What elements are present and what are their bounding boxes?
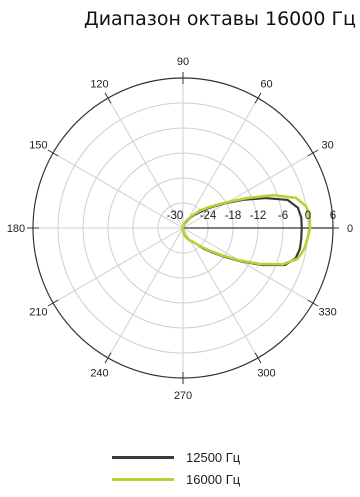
- chart-title: Диапазон октавы 16000 Гц: [83, 8, 356, 30]
- angle-tick-label: 30: [322, 140, 334, 152]
- radial-tick-label: 6: [330, 210, 336, 222]
- angle-tick: [254, 352, 262, 364]
- legend-swatch-16000: [112, 477, 174, 481]
- angle-tick: [47, 299, 59, 307]
- legend-label-12500: 12500 Гц: [186, 449, 241, 465]
- series-line-16000: [181, 193, 312, 266]
- angle-tick: [307, 299, 319, 307]
- radial-tick-label: -12: [250, 210, 267, 222]
- legend-item: 16000 Гц: [112, 468, 240, 490]
- angle-tick-label: 180: [7, 223, 25, 235]
- angle-tick-label: 0: [347, 223, 353, 235]
- radial-tick-label: -18: [225, 210, 242, 222]
- angle-tick-label: 330: [318, 307, 336, 319]
- angle-tick-label: 60: [260, 78, 272, 90]
- angle-tick-label: 90: [177, 56, 189, 68]
- angle-tick: [104, 92, 112, 104]
- angle-tick: [47, 149, 59, 157]
- angle-tick-label: 270: [174, 390, 192, 402]
- grid-spoke: [52, 227, 184, 304]
- grid-spoke: [52, 152, 184, 229]
- angle-tick-label: 300: [257, 368, 275, 380]
- polar-axes: [27, 72, 339, 384]
- grid-spoke: [107, 97, 184, 229]
- radial-tick-label: 0: [305, 210, 311, 222]
- grid-spoke: [182, 227, 314, 304]
- series-line-12500: [181, 196, 303, 267]
- grid-spoke: [182, 97, 259, 229]
- legend-item: 12500 Гц: [112, 446, 240, 468]
- grid-spoke: [107, 227, 184, 359]
- radial-tick-label: -6: [278, 210, 288, 222]
- legend-label-16000: 16000 Гц: [186, 471, 241, 487]
- radial-tick-label: -24: [200, 210, 217, 222]
- angle-tick-label: 150: [29, 140, 47, 152]
- angle-tick: [104, 352, 112, 364]
- angle-tick-label: 240: [90, 368, 108, 380]
- angle-tick: [307, 149, 319, 157]
- angle-tick-label: 210: [29, 307, 47, 319]
- grid-spoke: [182, 227, 259, 359]
- grid-spoke: [182, 152, 314, 229]
- radial-tick-label: -30: [167, 210, 184, 222]
- angle-tick-label: 120: [90, 78, 108, 90]
- legend-swatch-12500: [112, 455, 174, 459]
- series-layer: [181, 193, 312, 267]
- angle-tick: [254, 92, 262, 104]
- legend: 12500 Гц 16000 Гц: [112, 446, 240, 490]
